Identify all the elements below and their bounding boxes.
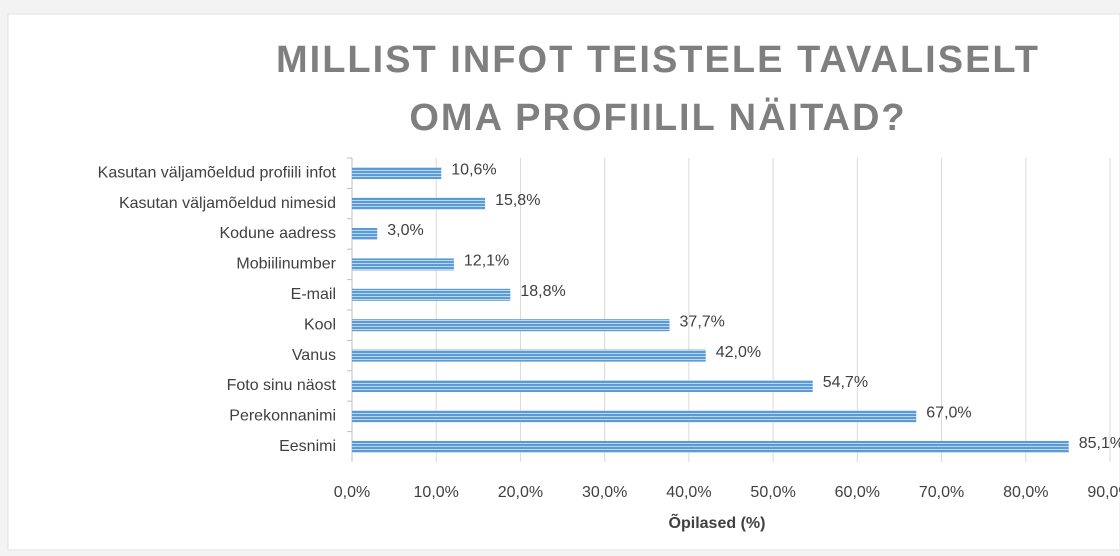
x-tick-label: 50,0%: [750, 484, 795, 501]
data-label: 67,0%: [926, 405, 971, 422]
bar: [352, 288, 511, 301]
x-tick-label: 60,0%: [835, 484, 880, 501]
bar: [352, 258, 454, 271]
chart-area: [7, 13, 1120, 551]
bar: [352, 197, 486, 210]
bar: [352, 440, 1069, 453]
data-label: 18,8%: [520, 283, 565, 300]
x-axis-label: Õpilased (%): [669, 512, 766, 532]
data-label: 10,6%: [451, 161, 496, 178]
x-tick-label: 80,0%: [1003, 484, 1048, 501]
bar: [352, 410, 917, 423]
y-tick-label: Kasutan väljamõeldud profiili infot: [98, 164, 337, 181]
y-tick-label: Vanus: [292, 347, 336, 364]
data-label: 37,7%: [680, 313, 725, 330]
x-tick-label: 10,0%: [414, 484, 459, 501]
y-tick-label: Mobiilinumber: [236, 256, 336, 273]
y-tick-label: Perekonnanimi: [229, 408, 336, 425]
x-tick-label: 30,0%: [582, 484, 627, 501]
x-tick-label: 0,0%: [334, 484, 370, 501]
x-tick-label: 40,0%: [666, 484, 711, 501]
data-label: 42,0%: [716, 344, 761, 361]
data-label: 15,8%: [495, 192, 540, 209]
x-tick-label: 90,0%: [1087, 484, 1120, 501]
y-tick-label: Kool: [304, 316, 336, 333]
y-tick-label: E-mail: [291, 286, 336, 303]
y-tick-label: Kasutan väljamõeldud nimesid: [119, 195, 336, 212]
data-label: 54,7%: [823, 374, 868, 391]
bar: [352, 228, 378, 240]
x-tick-label: 70,0%: [919, 484, 964, 501]
bar: [352, 349, 706, 362]
x-tick-label: 20,0%: [498, 484, 543, 501]
chart-title: MILLIST INFOT TEISTELE TAVALISELT: [276, 39, 1040, 81]
bar: [352, 319, 670, 332]
y-tick-label: Foto sinu näost: [227, 377, 337, 394]
chart-title: OMA PROFIILIL NÄITAD?: [409, 96, 906, 139]
data-label: 85,1%: [1079, 435, 1120, 452]
y-tick-label: Kodune aadress: [219, 225, 336, 242]
y-tick-label: Eesnimi: [279, 438, 336, 455]
data-label: 3,0%: [387, 222, 423, 239]
data-label: 12,1%: [464, 253, 509, 270]
bar: [352, 380, 813, 392]
bar: [352, 167, 442, 180]
